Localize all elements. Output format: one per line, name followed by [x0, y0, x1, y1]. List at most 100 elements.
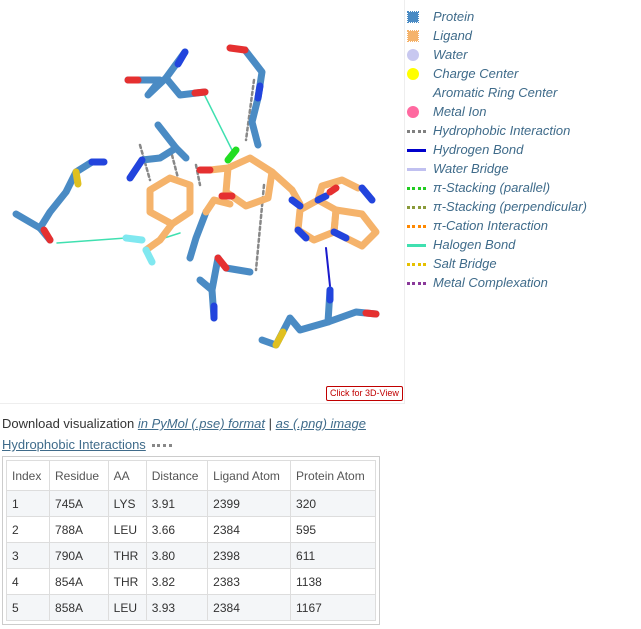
table-cell: 3.80 [145, 542, 209, 569]
hydrophobic-table: Index Residue AA Distance Ligand Atom Protein… [5, 460, 376, 621]
table-row: 1 745A LYS 3.91 2399 320 [5, 490, 376, 517]
table-cell: THR [107, 542, 147, 569]
legend-swatch-icon [407, 225, 426, 228]
molecule-render [12, 44, 380, 349]
table-cell: 3.66 [145, 516, 209, 543]
legend-item: Hydrophobic Interaction [404, 122, 634, 141]
table-cell: THR [107, 568, 147, 595]
table-cell: 3.91 [145, 490, 209, 517]
legend-label: Ligand [433, 28, 473, 43]
table-cell: 3.82 [145, 568, 209, 595]
table-body: 1 745A LYS 3.91 2399 320 2 788A LEU 3.66 2384 595 3 7… [5, 490, 376, 621]
legend-label: Metal Ion [433, 104, 487, 119]
legend-label: π-Cation Interaction [433, 218, 548, 233]
table-cell: 858A [49, 594, 109, 621]
table-cell: 854A [49, 568, 109, 595]
table-cell: LEU [107, 516, 147, 543]
legend-swatch-icon [407, 282, 426, 285]
3d-view-button[interactable]: Click for 3D-View [326, 386, 403, 401]
legend-label: π-Stacking (perpendicular) [433, 199, 587, 214]
hydrophobic-title[interactable]: Hydrophobic Interactions [2, 437, 146, 452]
hydrophobic-line [194, 163, 202, 187]
legend-item: Halogen Bond [404, 236, 634, 255]
table-cell: 2398 [207, 542, 292, 569]
download-prefix: Download visualization [2, 416, 138, 431]
table-cell: 4 [5, 568, 51, 595]
legend-item: Aromatic Ring Center [404, 84, 634, 103]
hydrophobic-table-wrap: Index Residue AA Distance Ligand Atom Protein… [2, 456, 380, 625]
legend-swatch-icon [407, 130, 426, 133]
hydrogen-bond-line [325, 247, 331, 287]
table-cell: LEU [107, 594, 147, 621]
halogen-bond-line [202, 91, 233, 151]
table-cell: 595 [290, 516, 376, 543]
column-header: Residue [49, 460, 109, 491]
table-cell: 3 [5, 542, 51, 569]
legend-swatch-icon [407, 187, 426, 190]
legend-swatch-icon [407, 263, 426, 266]
legend-swatch-icon [407, 87, 419, 99]
table-cell: 5 [5, 594, 51, 621]
hydrophobic-line [244, 78, 256, 142]
legend-swatch-icon [407, 106, 419, 118]
column-header: Index [5, 460, 51, 491]
download-separator: | [265, 416, 276, 431]
table-cell: 2383 [207, 568, 292, 595]
legend-label: Charge Center [433, 66, 519, 81]
table-cell: 2384 [207, 594, 292, 621]
legend-item: Protein [404, 8, 634, 27]
table-cell: 2399 [207, 490, 292, 517]
table-cell: 745A [49, 490, 109, 517]
table-cell: 790A [49, 542, 109, 569]
legend-swatch-icon [407, 11, 419, 23]
legend-swatch-icon [407, 49, 419, 61]
legend-label: Water [433, 47, 468, 62]
molecule-viewer[interactable]: Click for 3D-View [0, 0, 405, 404]
legend-label: Metal Complexation [433, 275, 548, 290]
legend-label: Salt Bridge [433, 256, 497, 271]
legend-swatch-icon [407, 244, 426, 247]
legend-item: Water Bridge [404, 160, 634, 179]
table-cell: 611 [290, 542, 376, 569]
png-download-link[interactable]: as (.png) image [275, 416, 366, 431]
legend-item: Metal Ion [404, 103, 634, 122]
legend-item: π-Stacking (perpendicular) [404, 198, 634, 217]
hydrogen-bonds [325, 247, 331, 287]
column-header: AA [107, 460, 147, 491]
legend-item: Hydrogen Bond [404, 141, 634, 160]
table-cell: LYS [107, 490, 147, 517]
legend-item: Salt Bridge [404, 255, 634, 274]
column-header: Ligand Atom [207, 460, 292, 491]
legend-swatch-icon [407, 149, 426, 152]
table-row: 3 790A THR 3.80 2398 611 [5, 542, 376, 569]
legend-label: Aromatic Ring Center [433, 85, 558, 100]
legend-item: π-Stacking (parallel) [404, 179, 634, 198]
table-cell: 1167 [290, 594, 376, 621]
legend-label: Halogen Bond [433, 237, 516, 252]
table-row: 4 854A THR 3.82 2383 1138 [5, 568, 376, 595]
legend-item: π-Cation Interaction [404, 217, 634, 236]
legend: Protein Ligand Water Charge Center Aromatic … [404, 8, 634, 293]
legend-swatch-icon [407, 68, 419, 80]
column-header: Distance [145, 460, 209, 491]
halogen-bond-line [56, 237, 127, 244]
legend-label: Hydrogen Bond [433, 142, 524, 157]
legend-label: Protein [433, 9, 475, 24]
hydrophobic-line [170, 153, 180, 180]
table-cell: 320 [290, 490, 376, 517]
table-cell: 2384 [207, 516, 292, 543]
column-header: Protein Atom [290, 460, 376, 491]
legend-label: Hydrophobic Interaction [433, 123, 571, 138]
table-row: 5 858A LEU 3.93 2384 1167 [5, 594, 376, 621]
legend-item: Charge Center [404, 65, 634, 84]
table-cell: 788A [49, 516, 109, 543]
hydrophobic-dots-icon [151, 444, 172, 448]
legend-swatch-icon [407, 168, 426, 171]
legend-label: Water Bridge [433, 161, 509, 176]
table-header-row: Index Residue AA Distance Ligand Atom Protein… [5, 460, 376, 491]
table-cell: 1138 [290, 568, 376, 595]
legend-label: π-Stacking (parallel) [433, 180, 551, 195]
pymol-download-link[interactable]: in PyMol (.pse) format [137, 416, 266, 431]
legend-swatch-icon [407, 206, 426, 209]
legend-item: Water [404, 46, 634, 65]
